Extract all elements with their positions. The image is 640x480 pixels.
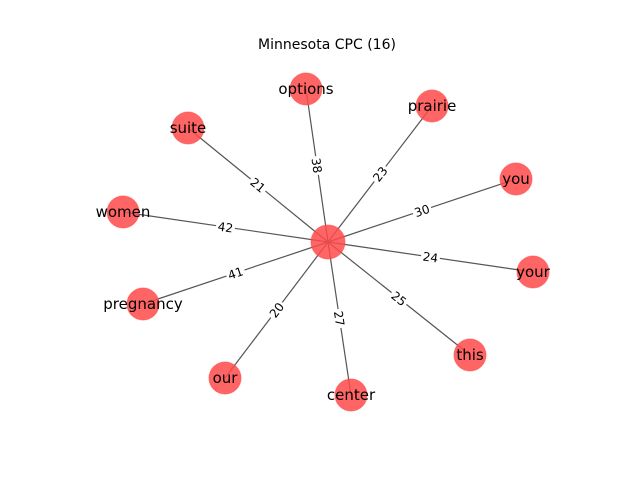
- edge-weight-background: [214, 217, 237, 237]
- node-label-prairie: prairie: [408, 97, 457, 115]
- node-label-suite: suite: [170, 119, 207, 137]
- node-our: [208, 361, 242, 395]
- diagram-title: Minnesota CPC (16): [258, 37, 396, 53]
- node-label-your: your: [516, 263, 551, 281]
- edge-weight-text: 41: [226, 264, 245, 282]
- edge-weight-text: 20: [267, 300, 287, 321]
- edge-weight-text: 38: [308, 157, 324, 174]
- edge-weight-background: [264, 297, 289, 323]
- edge-weight-background: [245, 172, 271, 198]
- edge-weight-prairie: 23: [367, 161, 393, 187]
- node-prairie: [415, 89, 449, 123]
- node-label-this: this: [456, 346, 484, 364]
- edge-weight-our: 20: [264, 297, 289, 323]
- node-label-our: our: [213, 369, 239, 387]
- edge-weight-text: 27: [331, 310, 347, 327]
- edge-weight-center: 27: [330, 307, 349, 330]
- edge-weight-background: [223, 262, 248, 284]
- edge-weight-your: 24: [419, 247, 442, 267]
- node-label-you: you: [502, 170, 530, 188]
- node-options: [289, 72, 323, 106]
- edge-weight-background: [367, 161, 393, 187]
- node-this: [453, 338, 487, 372]
- node-women: [106, 195, 140, 229]
- edge-weight-suite: 21: [245, 172, 271, 198]
- edge-weight-text: 42: [217, 219, 234, 235]
- node-suite: [171, 111, 205, 145]
- edge-weight-text: 23: [370, 164, 390, 185]
- node-label-center: center: [327, 386, 376, 404]
- node-label-options: options: [278, 80, 333, 98]
- node-label-pregnancy: pregnancy: [103, 295, 183, 313]
- edge-weight-this: 25: [386, 286, 412, 311]
- edge-weight-background: [307, 154, 327, 177]
- node-pregnancy: [126, 287, 160, 321]
- node-hub: [310, 224, 346, 260]
- edge-weight-text: 25: [388, 289, 409, 309]
- node-your: [516, 255, 550, 289]
- edge-weight-options: 38: [307, 154, 327, 177]
- node-label-women: women: [96, 203, 151, 221]
- nodes-layer: [106, 72, 550, 412]
- edge-weight-background: [419, 247, 442, 267]
- edge-weight-background: [386, 286, 412, 311]
- edge-weight-text: 30: [413, 202, 432, 220]
- edge-weight-background: [330, 307, 349, 330]
- edge-weight-background: [410, 199, 434, 222]
- edge-weight-you: 30: [410, 199, 434, 222]
- node-you: [499, 162, 533, 196]
- edge-labels-layer: 38 23 30 24 25 27 20 41 42 21: [214, 154, 442, 330]
- node-center: [334, 378, 368, 412]
- edge-weight-women: 42: [214, 217, 237, 237]
- node-labels-layer: options prairie you your this center our pregna…: [96, 80, 551, 404]
- edge-weight-pregnancy: 41: [223, 262, 248, 284]
- edge-weight-text: 24: [422, 249, 439, 265]
